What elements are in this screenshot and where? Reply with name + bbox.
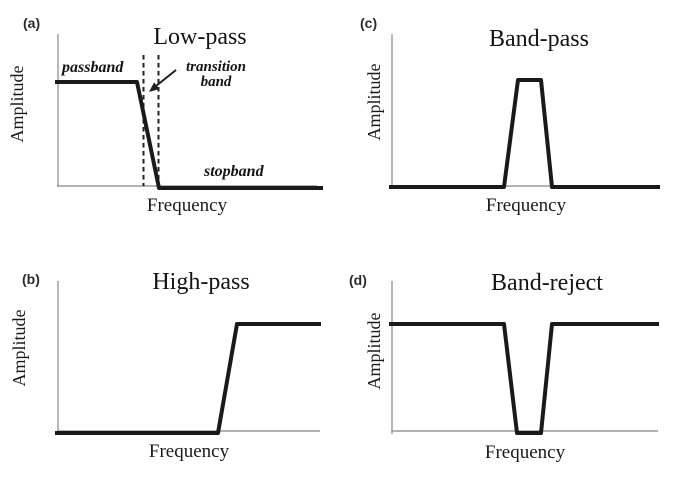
panel-a-annotation-arrow (155, 69, 177, 87)
panel-c-band-pass-curve (389, 78, 660, 189)
panel-a-low-pass-curve (55, 80, 323, 190)
panel-a-passband-label: passband (62, 59, 124, 76)
panel-b-high-pass-curve (55, 322, 321, 435)
panel-b-ylabel: Amplitude (8, 309, 29, 387)
panel-a-transition-band-line2: band (200, 74, 232, 90)
panel-c-letter: (c) (360, 15, 378, 31)
panel-d-ylabel: Amplitude (363, 312, 384, 390)
panel-a-transition-band-line1: transition (185, 59, 247, 75)
panel-d-letter: (d) (349, 272, 367, 288)
panel-d-title: Band-reject (491, 270, 603, 296)
panel-a-annotation-arrowhead (149, 82, 160, 92)
panel-b-xlabel: Frequency (148, 441, 230, 462)
panel-a-ylabel: Amplitude (6, 65, 27, 143)
panel-a-title: Low-pass (153, 24, 247, 50)
panel-a-letter: (a) (23, 15, 41, 31)
panel-b-letter: (b) (22, 271, 40, 287)
panel-b-title: High-pass (152, 269, 250, 295)
panel-c-ylabel: Amplitude (363, 63, 384, 141)
panel-d-band-reject-curve (389, 322, 659, 435)
panel-c-title: Band-pass (489, 26, 589, 52)
panel-a-xlabel: Frequency (146, 195, 228, 216)
panel-c-xlabel: Frequency (485, 195, 567, 216)
panel-a-transition-band-label: transition band (170, 60, 262, 90)
panel-a-stopband-label: stopband (204, 163, 264, 180)
panel-d-xlabel: Frequency (484, 442, 566, 463)
